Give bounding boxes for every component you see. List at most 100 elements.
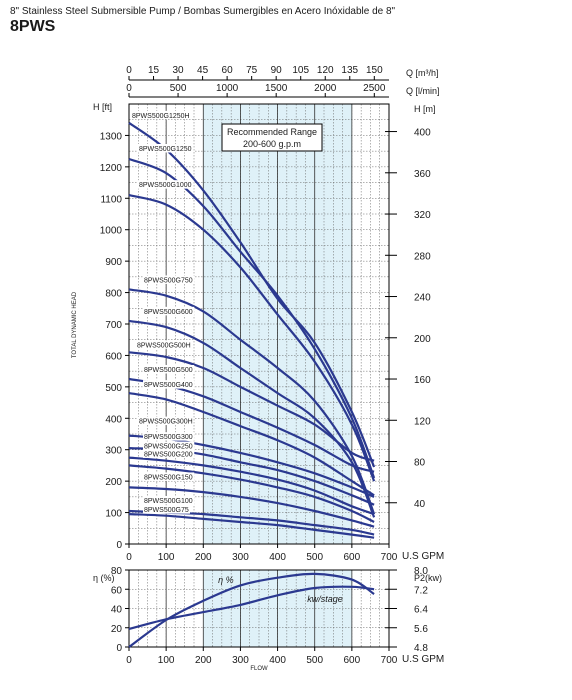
curve-label: 8PWS500G300H (139, 419, 193, 426)
power-curve-label: kw/stage (307, 594, 343, 604)
curve-label: 8PWS500G300 (144, 434, 193, 441)
y2-tick-label: 40 (414, 499, 426, 510)
top-axis-lmin-label: 1500 (265, 83, 288, 94)
document-subtitle: 8" Stainless Steel Submersible Pump / Bo… (10, 6, 396, 17)
y-tick-label: 900 (105, 257, 122, 268)
x-tick-label: 200 (195, 552, 212, 563)
curve-8pws500g500h (128, 351, 375, 462)
y2-tick-label: 320 (414, 210, 431, 221)
curve-label: 8PWS500G1000 (139, 182, 192, 189)
power-tick-label: 5.6 (414, 624, 428, 635)
recommended-range-value: 200-600 g.p.m (243, 139, 301, 149)
y-tick-label: 0 (116, 540, 122, 551)
lower-x-tick-label: 700 (381, 655, 398, 666)
top-axis-m3h-title: Q [m³/h] (406, 68, 439, 78)
lower-x-tick-label: 0 (126, 655, 132, 666)
y2-tick-label: 200 (414, 334, 431, 345)
curve-label-bg (138, 144, 194, 153)
curve-8pws500g200 (128, 464, 375, 523)
y-tick-label: 1200 (100, 163, 123, 174)
curve-label-bg (138, 180, 194, 189)
top-axis-m3h-label: 105 (292, 65, 309, 76)
power-tick-label: 7.2 (414, 585, 428, 596)
lower-y-tick-label: 60 (111, 585, 123, 596)
curve-label-bg (143, 449, 195, 458)
y2-tick-label: 160 (414, 375, 431, 386)
lower-x-tick-label: 600 (344, 655, 361, 666)
x-tick-label: 600 (344, 552, 361, 563)
page-header: 8" Stainless Steel Submersible Pump / Bo… (10, 6, 395, 35)
curve-8pws500g150 (128, 486, 375, 528)
lower-grid (128, 570, 390, 647)
x-tick-label: 700 (381, 552, 398, 563)
lower-x-tick-label: 400 (269, 655, 286, 666)
curve-8pws500g1000 (128, 194, 376, 482)
y-tick-label: 1300 (100, 131, 123, 142)
curve-label: 8PWS500G1250H (132, 113, 190, 120)
y2-tick-label: 280 (414, 251, 431, 262)
curve-label: 8PWS500G1250 (139, 146, 192, 153)
y-tick-label: 800 (105, 289, 122, 300)
x-axis-label: U.S GPM (402, 551, 444, 562)
x-tick-label: 400 (269, 552, 286, 563)
curve-8pws500g1250 (128, 157, 376, 479)
curve-label-bg (131, 110, 191, 120)
power-axis-label: P2(kw) (414, 573, 442, 583)
top-axis-lmin-label: 2000 (314, 83, 337, 94)
top-axis-m3h-label: 30 (172, 65, 184, 76)
curve-label: 8PWS500G150 (144, 474, 193, 481)
top-axis-m3h-label: 45 (197, 65, 209, 76)
curve-8pws500g250 (128, 456, 375, 516)
y-tick-label: 1000 (100, 226, 123, 237)
efficiency-axis-label: η (%) (93, 573, 115, 583)
product-title: 8PWS (10, 18, 56, 35)
top-axis-m3h-label: 90 (271, 65, 283, 76)
power-per-stage-curve (128, 585, 375, 631)
curve-label-bg (138, 416, 194, 426)
top-axis-m3h-label: 150 (366, 65, 383, 76)
lower-x-tick-label: 500 (306, 655, 323, 666)
lower-y-tick-label: 20 (111, 624, 123, 635)
y-tick-label: 700 (105, 320, 122, 331)
y2-tick-label: 120 (414, 416, 431, 427)
power-tick-label: 8.0 (414, 566, 428, 577)
top-axis-lmin-label: 500 (170, 83, 187, 94)
top-axis-m3h-label: 60 (222, 65, 234, 76)
curve-label: 8PWS500G750 (144, 277, 193, 284)
y-tick-label: 200 (105, 477, 122, 488)
top-axis-lmin-label: 1000 (216, 83, 239, 94)
curve-label-bg (143, 496, 195, 505)
flow-caption: FLOW (250, 666, 268, 672)
y-tick-label: 300 (105, 446, 122, 457)
y2-tick-label: 400 (414, 128, 431, 139)
curve-label-bg (143, 441, 195, 451)
curve-label: 8PWS500G500 (144, 367, 193, 374)
curve-label: 8PWS500G500H (137, 342, 191, 349)
x-tick-label: 300 (232, 552, 249, 563)
pump-curves: 8PWS500G1250H 8PWS500G1250 8PWS500G1000 8PW… (128, 110, 376, 539)
curve-label-bg (143, 365, 195, 374)
y2-tick-label: 360 (414, 169, 431, 180)
top-axis-m3h-label: 75 (246, 65, 258, 76)
curve-label-bg (143, 275, 195, 284)
curve-label: 8PWS500G600 (144, 309, 193, 316)
top-axis-m3h-label: 135 (341, 65, 358, 76)
efficiency-curve-label: η % (218, 575, 234, 585)
curve-label: 8PWS500G100 (144, 498, 193, 505)
curve-label-bg (143, 505, 190, 514)
y-tick-label: 1100 (100, 194, 122, 205)
curve-8pws500g75 (128, 513, 375, 539)
curve-label-bg (143, 306, 195, 316)
lower-y-tick-label: 0 (116, 643, 122, 654)
lower-y-tick-label: 80 (111, 566, 123, 577)
curve-label-bg (136, 340, 192, 349)
power-tick-label: 4.8 (414, 643, 428, 654)
curve-label-bg (143, 432, 195, 441)
y2-axis-label: H [m] (414, 104, 436, 114)
power-tick-label: 6.4 (414, 605, 428, 616)
y-tick-label: 400 (105, 414, 122, 425)
curve-label: 8PWS500G400 (144, 382, 193, 389)
curve-label-bg (143, 472, 195, 481)
y-tick-label: 500 (105, 383, 122, 394)
